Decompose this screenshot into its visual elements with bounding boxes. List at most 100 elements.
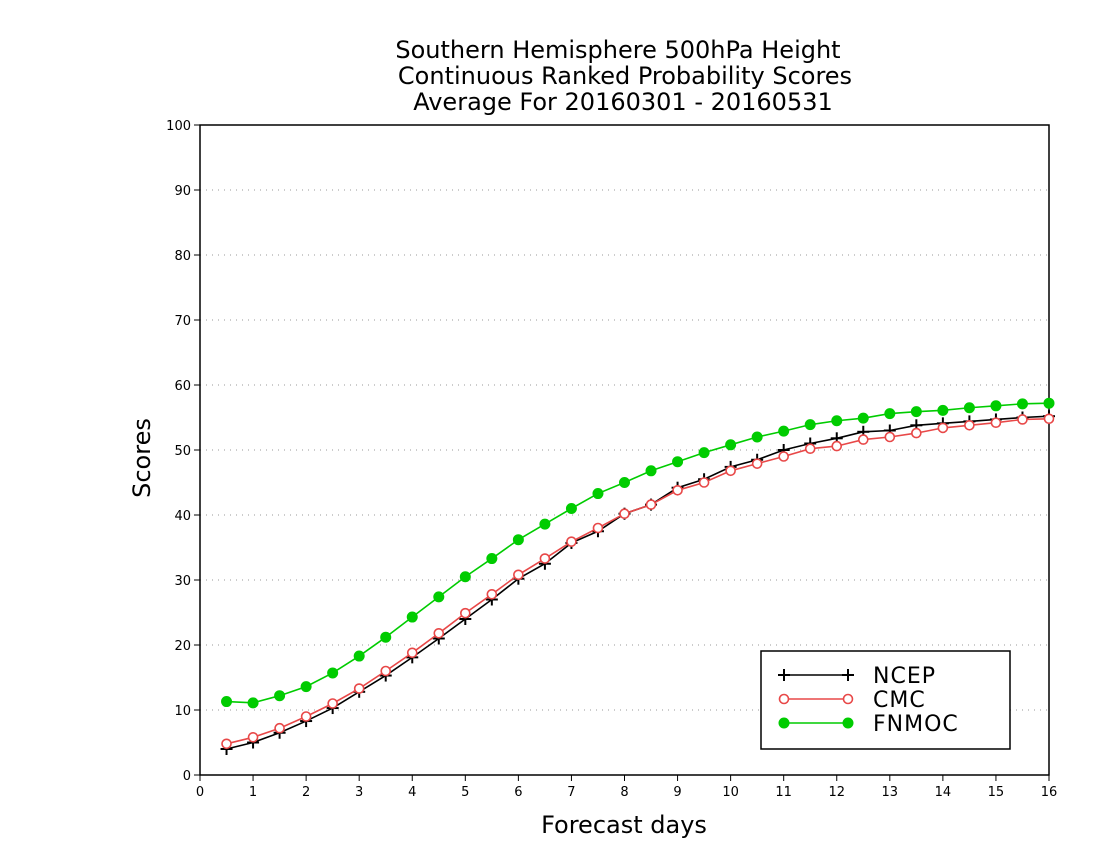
chart-title-line-1: Southern Hemisphere 500hPa Height — [395, 36, 840, 64]
point-cmc — [327, 698, 338, 709]
point-cmc — [486, 588, 498, 600]
point-fnmoc — [353, 650, 365, 662]
point-fnmoc — [221, 696, 233, 708]
point-fnmoc — [327, 667, 339, 679]
point-fnmoc — [857, 412, 869, 424]
point-cmc — [380, 665, 392, 677]
point-cmc — [406, 647, 418, 659]
point-fnmoc — [619, 477, 630, 488]
point-cmc — [751, 458, 763, 469]
y-tick-label: 90 — [174, 184, 191, 199]
point-fnmoc — [963, 402, 975, 414]
x-tick-label: 5 — [461, 785, 469, 800]
point-fnmoc — [672, 456, 684, 468]
point-cmc — [460, 607, 471, 619]
point-cmc — [566, 536, 577, 547]
point-fnmoc — [1016, 398, 1028, 410]
x-tick-label: 14 — [935, 785, 952, 800]
legend-label-fnmoc: FNMOC — [873, 712, 959, 737]
point-fnmoc — [698, 447, 710, 459]
point-cmc — [433, 627, 445, 639]
x-tick-label: 7 — [567, 785, 575, 800]
legend-marker-fnmoc — [842, 717, 854, 729]
point-cmc — [857, 434, 869, 445]
point-fnmoc — [274, 690, 286, 702]
y-tick-label: 20 — [174, 639, 191, 654]
point-fnmoc — [512, 534, 524, 546]
legend-marker-ncep — [778, 669, 790, 681]
y-tick-label: 50 — [174, 444, 191, 459]
y-axis-label: Scores — [128, 418, 156, 498]
point-fnmoc — [539, 518, 551, 530]
point-cmc — [725, 465, 736, 477]
x-tick-label: 12 — [828, 785, 845, 800]
point-fnmoc — [247, 697, 259, 709]
y-tick-label: 70 — [174, 314, 191, 329]
series-layer — [220, 397, 1055, 755]
x-tick-label: 4 — [408, 785, 416, 800]
point-cmc — [937, 422, 949, 434]
y-tick-label: 10 — [174, 704, 191, 719]
grid — [200, 189, 1049, 711]
y-tick-label: 60 — [174, 379, 191, 394]
legend-label-cmc: CMC — [873, 688, 926, 713]
x-tick-label: 11 — [775, 785, 792, 800]
point-fnmoc — [1043, 397, 1055, 409]
point-cmc — [274, 722, 285, 734]
point-cmc — [1017, 414, 1028, 425]
y-tick-label: 100 — [166, 119, 191, 134]
point-cmc — [964, 419, 975, 431]
point-fnmoc — [300, 681, 312, 693]
point-cmc — [804, 443, 816, 455]
y-tick-label: 0 — [183, 769, 191, 784]
legend-label-ncep: NCEP — [873, 664, 936, 689]
point-cmc — [300, 711, 312, 722]
point-cmc — [619, 508, 630, 520]
y-tick-label: 30 — [174, 574, 191, 589]
x-tick-label: 0 — [196, 785, 204, 800]
x-tick-label: 16 — [1041, 785, 1058, 800]
x-tick-label: 2 — [302, 785, 310, 800]
point-fnmoc — [565, 503, 577, 514]
point-fnmoc — [778, 425, 790, 437]
point-cmc — [831, 440, 843, 452]
point-cmc — [1043, 413, 1055, 425]
x-axis-label: Forecast days — [541, 811, 707, 839]
x-tick-label: 10 — [722, 785, 739, 800]
x-tick-label: 6 — [514, 785, 522, 800]
plot-frame — [199, 124, 1050, 776]
point-fnmoc — [990, 400, 1002, 412]
x-tick-label: 13 — [882, 785, 899, 800]
point-cmc — [592, 522, 604, 534]
x-tick-label: 9 — [673, 785, 681, 800]
legend-marker-cmc — [778, 693, 790, 705]
legend-box — [760, 650, 1011, 750]
chart-title-line-2: Continuous Ranked Probability Scores — [398, 62, 852, 90]
point-cmc — [539, 553, 551, 564]
x-tick-label: 15 — [988, 785, 1005, 800]
y-tick-label: 80 — [174, 249, 191, 264]
point-cmc — [990, 417, 1002, 429]
point-fnmoc — [884, 408, 896, 420]
legend-marker-fnmoc — [778, 717, 790, 729]
point-fnmoc — [937, 404, 949, 416]
y-tick-label: 40 — [174, 509, 191, 524]
point-fnmoc — [380, 631, 392, 643]
point-fnmoc — [592, 488, 604, 500]
x-tick-label: 3 — [355, 785, 363, 800]
point-fnmoc — [725, 439, 737, 451]
point-cmc — [353, 683, 365, 694]
point-cmc — [911, 427, 922, 439]
x-tick-label: 8 — [620, 785, 628, 800]
point-fnmoc — [433, 591, 445, 603]
point-fnmoc — [406, 611, 418, 623]
x-tick-label: 1 — [249, 785, 257, 800]
point-fnmoc — [804, 419, 816, 431]
chart-title-line-3: Average For 20160301 - 20160531 — [413, 88, 833, 116]
point-cmc — [221, 738, 232, 750]
point-fnmoc — [459, 571, 471, 583]
legend-marker-ncep — [842, 669, 854, 681]
legend-marker-cmc — [842, 693, 854, 705]
